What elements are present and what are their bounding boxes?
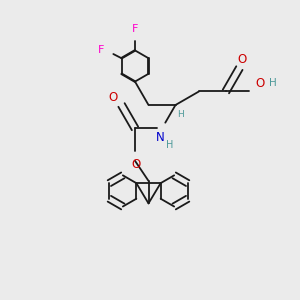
- Text: H: H: [166, 140, 173, 150]
- Text: F: F: [98, 45, 104, 55]
- Text: H: H: [268, 78, 276, 88]
- Text: O: O: [109, 91, 118, 104]
- Text: N: N: [156, 131, 165, 145]
- Text: H: H: [177, 110, 183, 119]
- Text: O: O: [237, 52, 246, 66]
- Text: O: O: [132, 158, 141, 172]
- Text: O: O: [255, 76, 264, 90]
- Text: F: F: [132, 24, 138, 34]
